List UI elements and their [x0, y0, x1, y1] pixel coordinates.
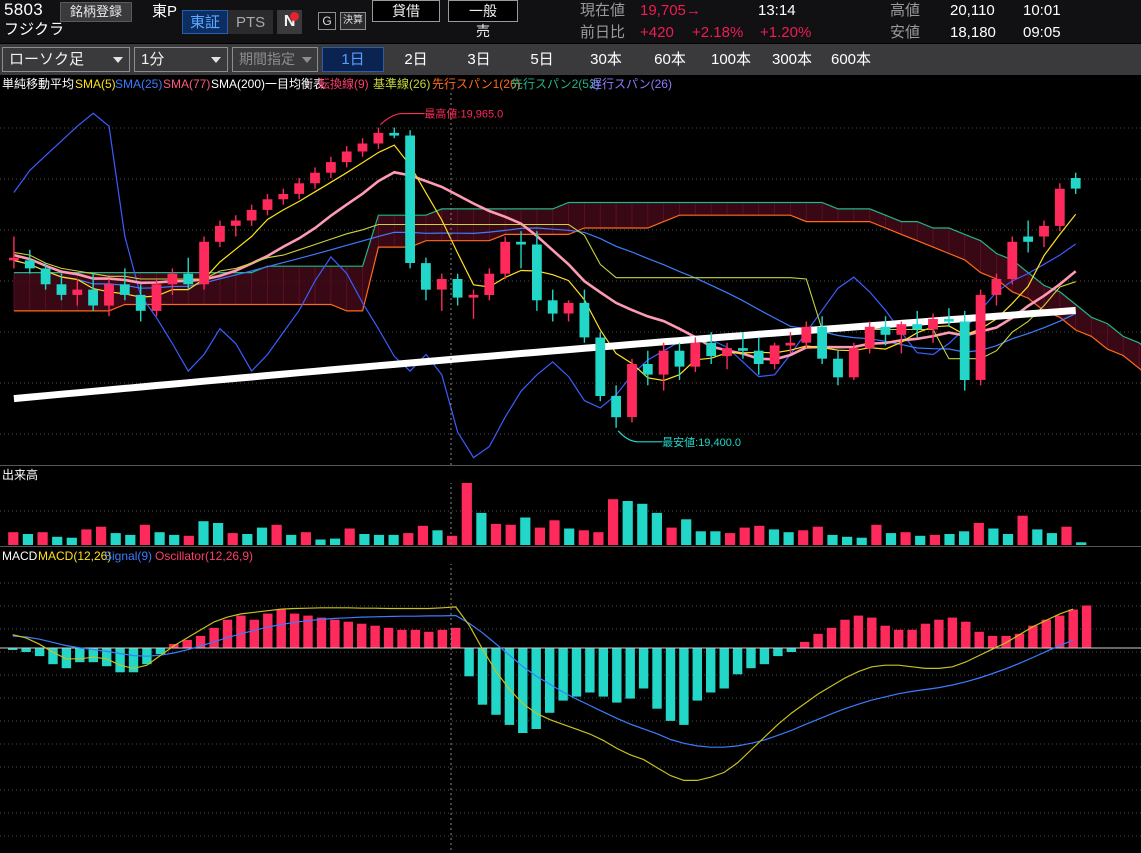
register-symbol-button[interactable]: 銘柄登録	[60, 2, 133, 22]
nikkei-logo-dot-icon	[290, 12, 300, 21]
macd-legend-item-2[interactable]: Signal(9)	[104, 549, 153, 563]
current-price-label: 現在値	[580, 2, 626, 19]
nikkei-logo-letter: N	[283, 13, 296, 30]
market-segment-group: 東証 PTS N	[182, 10, 303, 34]
earnings-button[interactable]: 決算	[340, 12, 366, 30]
range-button-4[interactable]: 30本	[574, 47, 638, 72]
current-price-time: 13:14	[758, 2, 796, 19]
price-legend-item-2[interactable]: SMA(25)	[115, 77, 163, 91]
price-chart-panel[interactable]: 最高値:19,965.0 最安値:19,400.0	[0, 93, 1141, 465]
symbol-block: 5803 フジクラ	[4, 0, 154, 40]
price-legend-item-9[interactable]: 先行スパン2(52)	[511, 77, 600, 91]
header-bar: 5803 フジクラ 銘柄登録 東P 東証 PTS N G 決算 貸借 一般売 現…	[0, 0, 1141, 44]
low-price-label: 安値	[890, 24, 921, 41]
g-button[interactable]: G	[318, 12, 336, 30]
range-button-7[interactable]: 300本	[763, 47, 821, 72]
chevron-down-icon	[302, 57, 312, 63]
chevron-down-icon	[211, 57, 221, 63]
macd-legend-item-1[interactable]: MACD(12,26)	[38, 549, 112, 563]
macd-chart-panel[interactable]	[0, 548, 1141, 853]
high-price-label: 高値	[890, 2, 921, 19]
chart-type-select[interactable]: ローソク足	[2, 47, 130, 72]
prev-close-pct-value: +2.18%	[692, 24, 744, 41]
panel-divider	[0, 465, 1141, 466]
macd-legend: MACD MACD(12,26) Signal(9) Oscillator(12,26…	[0, 548, 1141, 564]
price-legend-item-10[interactable]: 遅行スパン(26)	[590, 77, 672, 91]
macd-legend-item-3[interactable]: Oscillator(12,26,9)	[155, 549, 254, 563]
price-legend-item-0[interactable]: 単純移動平均	[2, 77, 75, 91]
range-button-5[interactable]: 60本	[641, 47, 699, 72]
period-value: 期間指定	[239, 51, 295, 67]
price-legend-item-7[interactable]: 基準線(26)	[373, 77, 431, 91]
margin-trade-button[interactable]: 貸借	[372, 0, 440, 22]
price-legend-item-4[interactable]: SMA(200)	[211, 77, 266, 91]
range-button-label: 1日	[341, 51, 365, 68]
svg-text:最高値:19,965.0: 最高値:19,965.0	[424, 107, 503, 121]
symbol-code: 5803	[4, 0, 44, 19]
high-price-value: 20,110	[950, 2, 995, 19]
market-tag: 東P	[152, 3, 178, 20]
range-button-label: 2日	[404, 51, 428, 68]
prev-close-diff-value: +420	[640, 24, 674, 41]
segment-pts[interactable]: PTS	[228, 10, 274, 34]
nikkei-logo-icon: N	[277, 10, 303, 34]
price-legend-item-5[interactable]: 一目均衡表	[265, 77, 326, 91]
segment-tosho[interactable]: 東証	[182, 10, 229, 34]
range-button-3[interactable]: 5日	[511, 47, 573, 72]
prev-close-pct2-value: +1.20%	[760, 24, 812, 41]
period-select[interactable]: 期間指定	[232, 47, 318, 72]
range-button-label: 5日	[530, 51, 554, 68]
current-price-value: 19,705→	[640, 2, 701, 19]
high-price-annotation: 最高値:19,965.0	[380, 107, 503, 125]
volume-legend-label: 出来高	[2, 468, 39, 482]
symbol-name: フジクラ	[4, 21, 65, 38]
price-legend-item-6[interactable]: 転換線(9)	[318, 77, 369, 91]
chart-toolbar: ローソク足 1分 期間指定 1日 2日 3日 5日 30本 60本 100本 300本 600本	[0, 44, 1141, 76]
range-button-2[interactable]: 3日	[448, 47, 510, 72]
interval-select[interactable]: 1分	[134, 47, 228, 72]
general-short-button[interactable]: 一般売	[448, 0, 518, 39]
high-price-time: 10:01	[1023, 2, 1061, 19]
svg-text:最安値:19,400.0: 最安値:19,400.0	[662, 435, 741, 449]
range-button-6[interactable]: 100本	[700, 47, 762, 72]
price-legend-item-8[interactable]: 先行スパン1(26)	[432, 77, 521, 91]
price-legend-item-3[interactable]: SMA(77)	[163, 77, 211, 91]
prev-close-diff-label: 前日比	[580, 24, 626, 41]
interval-value: 1分	[141, 51, 165, 68]
range-button-label: 60本	[654, 51, 686, 68]
range-button-label: 600本	[830, 51, 872, 68]
price-legend-item-1[interactable]: SMA(5)	[75, 77, 116, 91]
volume-legend: 出来高	[0, 467, 1141, 483]
range-button-label: 3日	[467, 51, 491, 68]
low-price-time: 09:05	[1023, 24, 1061, 41]
range-button-label: 100本	[710, 51, 752, 68]
range-button-0[interactable]: 1日	[322, 47, 384, 72]
range-button-1[interactable]: 2日	[385, 47, 447, 72]
low-price-value: 18,180	[950, 24, 996, 41]
range-button-8[interactable]: 600本	[822, 47, 880, 72]
price-indicator-legend: 単純移動平均 SMA(5) SMA(25) SMA(77) SMA(200) 一目均衡表転…	[0, 76, 1141, 93]
chart-type-value: ローソク足	[9, 51, 85, 68]
chevron-down-icon	[113, 57, 123, 63]
panel-divider-2	[0, 546, 1141, 547]
macd-legend-item-0[interactable]: MACD	[2, 549, 38, 563]
range-button-label: 300本	[771, 51, 813, 68]
range-button-label: 30本	[590, 51, 622, 68]
low-price-annotation: 最安値:19,400.0	[617, 430, 741, 449]
